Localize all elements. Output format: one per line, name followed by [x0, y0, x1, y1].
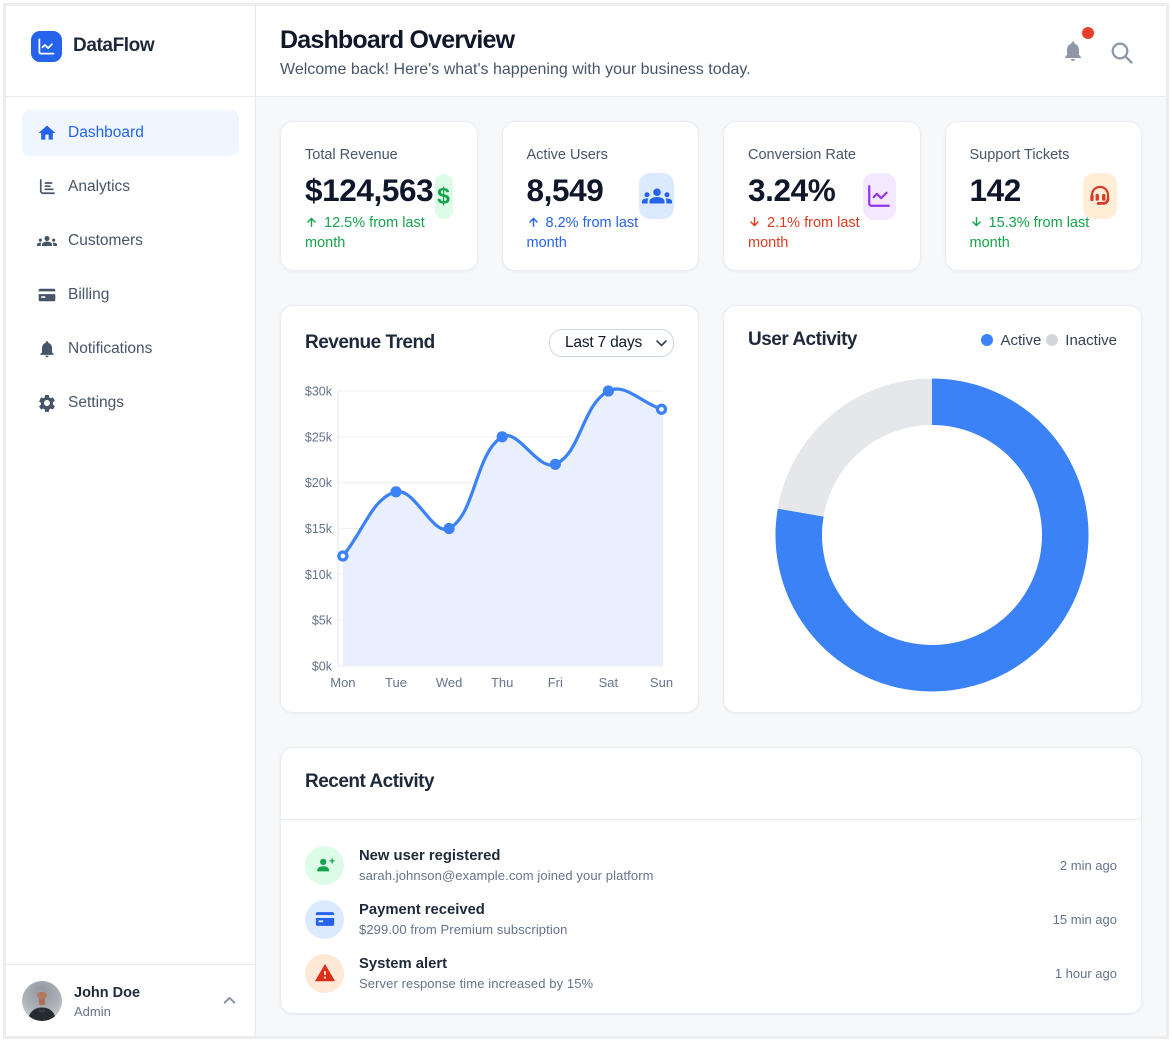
- svg-text:$30k: $30k: [305, 385, 333, 399]
- svg-text:$20k: $20k: [305, 476, 333, 490]
- svg-text:$25k: $25k: [305, 430, 333, 444]
- svg-text:Wed: Wed: [436, 675, 463, 690]
- svg-text:$15k: $15k: [305, 522, 333, 536]
- svg-text:Mon: Mon: [330, 675, 355, 690]
- svg-text:Tue: Tue: [385, 675, 407, 690]
- svg-text:Sat: Sat: [599, 675, 619, 690]
- svg-text:$5k: $5k: [312, 614, 333, 628]
- svg-text:$10k: $10k: [305, 568, 333, 582]
- svg-text:Thu: Thu: [491, 675, 513, 690]
- svg-text:Sun: Sun: [650, 675, 673, 690]
- svg-text:Fri: Fri: [548, 675, 563, 690]
- svg-text:$0k: $0k: [312, 660, 333, 674]
